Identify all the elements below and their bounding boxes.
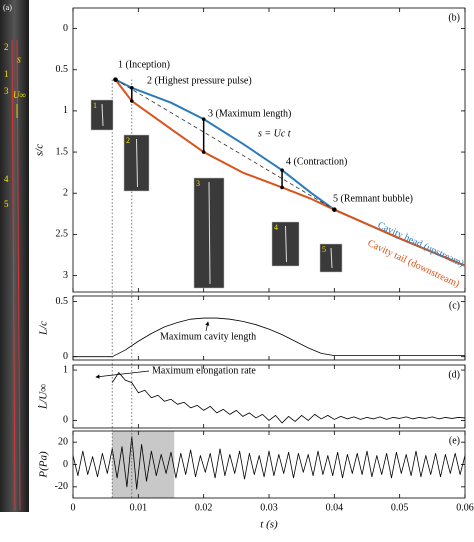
inset-cavity (101, 103, 104, 127)
strip-marker: 3 (4, 86, 9, 96)
y-tick-label: 2.5 (56, 229, 69, 240)
panel-label: (d) (448, 369, 460, 380)
y-tick-label: 1.5 (56, 146, 69, 157)
y-tick-label: 0 (63, 415, 68, 426)
convection-line (115, 79, 335, 211)
event-point (113, 77, 118, 82)
line-series (73, 317, 465, 358)
strip-marker: 5 (4, 199, 9, 209)
inset-label: 5 (322, 245, 326, 254)
x-tick-label: 0.04 (326, 502, 344, 513)
y-axis-label: L/c (38, 321, 50, 336)
strip-marker: 1 (4, 69, 9, 79)
panel-label: (e) (449, 435, 460, 446)
annotation: 3 (Maximum length) (208, 108, 291, 119)
y-tick-label: 3 (63, 270, 68, 281)
event-point (280, 185, 284, 190)
y-axis-label: s/c (34, 144, 46, 156)
annotation: s = Uc t (258, 128, 291, 139)
event-point (332, 207, 337, 212)
annotation: 1 (Inception) (118, 59, 170, 70)
annotation: Maximum elongation rate (152, 365, 256, 376)
inset-label: 4 (274, 223, 278, 232)
y-tick-label: 20 (58, 436, 68, 447)
x-tick-label: 0.02 (195, 502, 213, 513)
annotation-arrow (205, 321, 210, 332)
inset-label: 1 (93, 101, 97, 110)
y-tick-label: 0 (63, 351, 68, 362)
annotation: 4 (Contraction) (286, 156, 347, 167)
y-axis-label: L̇/U∞ (38, 384, 50, 410)
strip-line (16, 39, 21, 511)
inset-cavity (136, 138, 138, 188)
event-point (201, 150, 206, 154)
x-tick-label: 0.06 (456, 502, 474, 513)
y-tick-label: -20 (55, 481, 68, 492)
line-series (72, 436, 466, 490)
event-point (280, 168, 284, 172)
y-axis-label: P(Pa) (38, 451, 50, 479)
event-point (130, 99, 134, 103)
x-tick-label: 0 (71, 502, 76, 513)
y-tick-label: 1 (63, 364, 68, 375)
annotation: 2 (Highest pressure pulse) (147, 75, 252, 86)
annotation: 5 (Remnant bubble) (333, 193, 413, 204)
panel-label: (b) (448, 12, 460, 23)
x-tick-label: 0.05 (391, 502, 409, 513)
strip-label: (a) (3, 3, 12, 12)
y-tick-label: 2 (63, 188, 68, 199)
strip-symbol: U∞ (13, 90, 26, 100)
x-tick-label: 0.03 (260, 502, 278, 513)
event-point (130, 86, 134, 90)
inset-cavity (208, 181, 211, 285)
y-tick-label: 0 (63, 23, 68, 34)
y-tick-label: 0 (63, 459, 68, 470)
y-tick-label: 0.5 (56, 296, 69, 307)
x-axis-label: t (s) (260, 519, 278, 531)
panel-label: (c) (449, 300, 460, 311)
strip-symbol: s (17, 54, 21, 65)
strip-line (11, 39, 16, 511)
highlight-band (112, 431, 175, 498)
inset-cavity (330, 247, 333, 269)
x-tick-label: 0.01 (130, 502, 148, 513)
annotation-arrow (95, 370, 150, 379)
annotation: Maximum cavity length (160, 331, 256, 342)
inset-label: 2 (126, 136, 130, 145)
strip-marker: 4 (4, 174, 9, 184)
y-tick-label: 1 (63, 105, 68, 116)
line-series (111, 372, 466, 424)
strip-marker: 2 (4, 42, 9, 52)
event-point (201, 117, 206, 121)
inset-cavity (285, 225, 287, 263)
inset-label: 3 (196, 179, 200, 188)
y-tick-label: 0.5 (56, 64, 69, 75)
line-series (114, 79, 466, 267)
